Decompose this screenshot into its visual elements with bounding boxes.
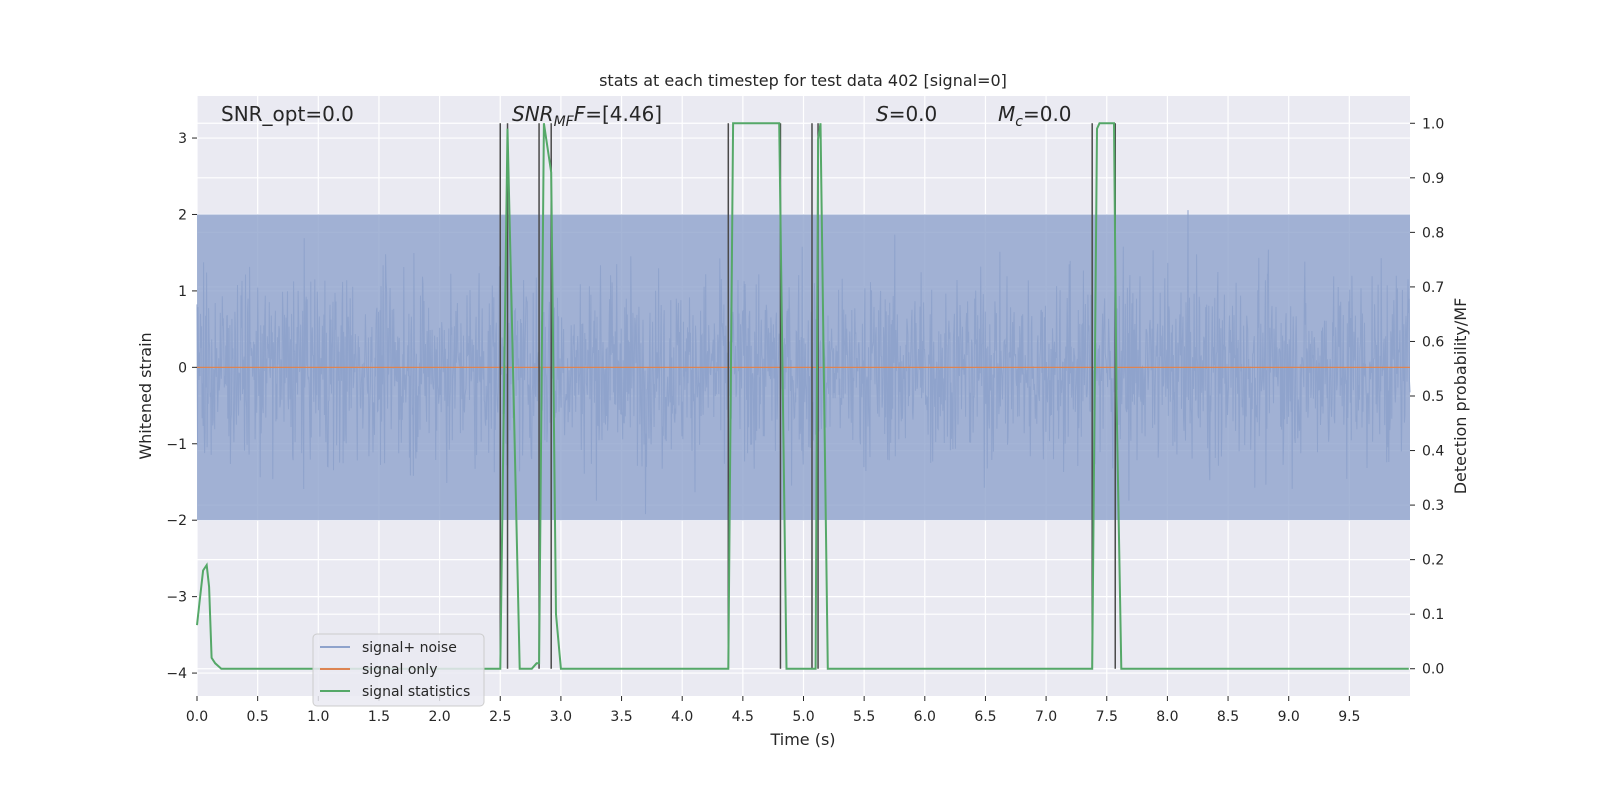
y-tick-label-7: −4 — [166, 666, 187, 682]
x-tick-label-1: 0.5 — [247, 709, 269, 725]
x-tick-label-18: 9.0 — [1278, 709, 1300, 725]
annotation-s: S=0.0 — [876, 102, 937, 126]
legend-box — [312, 633, 485, 707]
x-tick-label-8: 4.0 — [671, 709, 693, 725]
series-signal-statistics — [196, 122, 1409, 670]
x-axis: 0.0 0.5 1.0 1.5 2.0 2.5 3.0 3.5 4.0 4.5 5.0 5.5 6.0 6… — [186, 696, 1360, 725]
x-tick-label-14: 7.0 — [1035, 709, 1057, 725]
signal-statistics-line — [196, 122, 1409, 670]
annotation-s-base: S — [876, 102, 889, 126]
annotation-snr-opt: SNR_opt=0.0 — [221, 102, 354, 126]
y-tick-label-3: 0 — [178, 360, 187, 376]
y2-tick-label-8: 0.2 — [1422, 553, 1444, 569]
y-tick-label-6: −3 — [166, 590, 187, 606]
y-tick-label-2: 1 — [178, 284, 187, 300]
y-tick-label-0: 3 — [178, 131, 187, 147]
x-tick-label-13: 6.5 — [974, 709, 996, 725]
annotation-mc-base: M — [998, 102, 1015, 126]
y-tick-label-4: −1 — [166, 437, 187, 453]
legend-label-signal-noise: signal+ noise — [362, 640, 457, 656]
series-signal-noise — [196, 210, 1411, 521]
y2-tick-label-1: 0.9 — [1422, 171, 1444, 187]
annotation-mc: Mc=0.0 — [998, 102, 1072, 130]
y2-tick-label-0: 1.0 — [1422, 116, 1444, 132]
annotation-snr-mf-tail: F — [574, 102, 586, 126]
y-axis-right: 1.0 0.9 0.8 0.7 0.6 0.5 0.4 0.3 0.2 0.1 0.0 — [1410, 116, 1444, 678]
x-tick-label-19: 9.5 — [1338, 709, 1360, 725]
y-tick-label-1: 2 — [178, 207, 187, 223]
x-tick-label-12: 6.0 — [914, 709, 936, 725]
y2-tick-label-6: 0.4 — [1422, 444, 1444, 460]
x-tick-label-16: 8.0 — [1156, 709, 1178, 725]
x-tick-label-2: 1.0 — [307, 709, 329, 725]
annotation-s-value: =0.0 — [889, 102, 938, 126]
x-axis-title: Time (s) — [769, 730, 835, 749]
annotation-snr-mf-value: =[4.46] — [585, 102, 662, 126]
annotations: SNR_opt=0.0 SNRMFF=[4.46] S=0.0 Mc=0.0 — [221, 102, 1072, 130]
x-tick-label-15: 7.5 — [1096, 709, 1118, 725]
legend: signal+ noise signal only signal statist… — [312, 633, 485, 707]
y2-tick-label-2: 0.8 — [1422, 225, 1444, 241]
y-axis-left: 3 2 1 0 −1 −2 −3 −4 — [166, 131, 197, 682]
y2-tick-label-3: 0.7 — [1422, 280, 1444, 296]
x-tick-label-10: 5.0 — [792, 709, 814, 725]
legend-label-signal-only: signal only — [362, 662, 437, 678]
x-tick-label-4: 2.0 — [428, 709, 450, 725]
x-tick-label-0: 0.0 — [186, 709, 208, 725]
annotation-snr-mf: SNRMFF=[4.46] — [512, 102, 662, 130]
x-tick-label-11: 5.5 — [853, 709, 875, 725]
y2-tick-label-5: 0.5 — [1422, 389, 1444, 405]
annotation-snr-mf-base: SNR — [512, 102, 554, 126]
y2-tick-label-9: 0.1 — [1422, 607, 1444, 623]
x-tick-label-7: 3.5 — [610, 709, 632, 725]
annotation-mc-sub: c — [1015, 114, 1023, 130]
annotation-snr-mf-sub: MF — [554, 114, 575, 130]
x-tick-label-9: 4.5 — [732, 709, 754, 725]
y-tick-label-5: −2 — [166, 513, 187, 529]
x-tick-label-3: 1.5 — [368, 709, 390, 725]
y-axis-title: Whitened strain — [136, 332, 155, 459]
annotation-mc-value: =0.0 — [1023, 102, 1072, 126]
y2-axis-title: Detection probability/MF — [1451, 298, 1470, 495]
y2-tick-label-10: 0.0 — [1422, 662, 1444, 678]
x-tick-label-6: 3.0 — [550, 709, 572, 725]
chart-title: stats at each timestep for test data 402… — [599, 71, 1007, 90]
noise-line — [196, 210, 1411, 515]
y2-tick-label-7: 0.3 — [1422, 498, 1444, 514]
x-tick-label-5: 2.5 — [489, 709, 511, 725]
legend-label-signal-statistics: signal statistics — [362, 684, 470, 700]
x-tick-label-17: 8.5 — [1217, 709, 1239, 725]
y2-tick-label-4: 0.6 — [1422, 334, 1444, 350]
